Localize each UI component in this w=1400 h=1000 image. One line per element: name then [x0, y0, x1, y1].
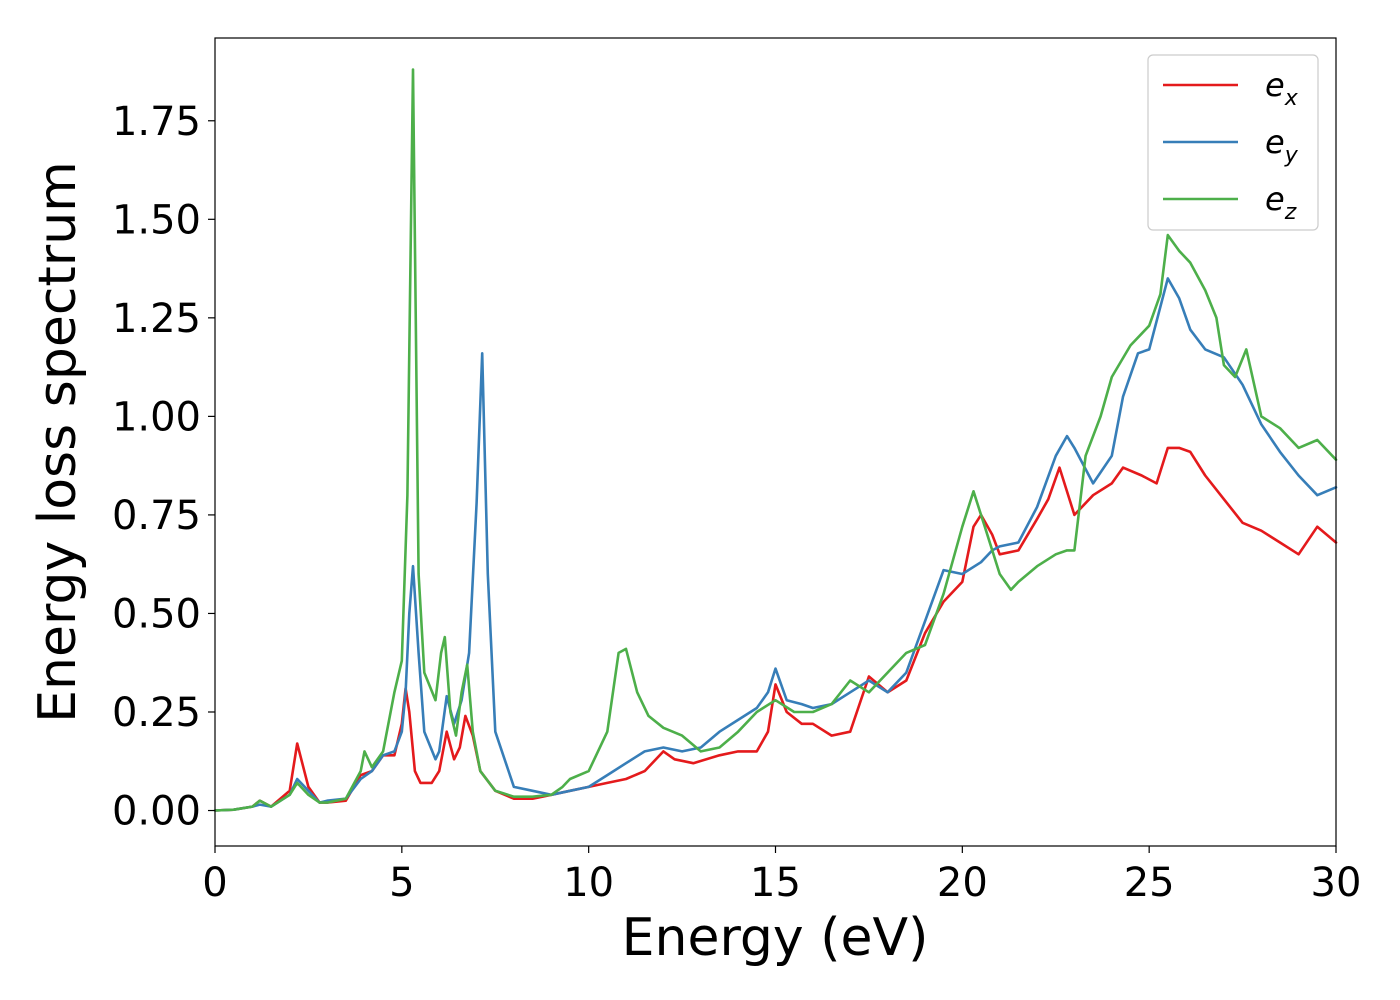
x-tick-label: 10 — [563, 860, 614, 906]
x-tick-label: 25 — [1124, 860, 1175, 906]
legend-label-e-y: ey — [1265, 123, 1299, 168]
legend-label-e-x: ex — [1265, 66, 1299, 111]
x-tick-label: 0 — [202, 860, 227, 906]
series-line-e-z — [213, 68, 1338, 812]
series-line-e-y — [213, 277, 1338, 812]
x-axis-label: Energy (eV) — [622, 908, 929, 968]
y-tick-label: 1.50 — [112, 197, 201, 243]
y-tick-label: 1.00 — [112, 394, 201, 440]
x-tick-label: 5 — [389, 860, 414, 906]
y-axis-label: Energy loss spectrum — [28, 161, 88, 723]
y-tick-label: 0.25 — [112, 690, 201, 736]
legend: ex ey ez — [1147, 54, 1319, 231]
legend-label-e-z: ez — [1265, 180, 1297, 225]
x-axis: 0 5 10 15 20 25 30 — [202, 846, 1361, 906]
y-tick-label: 1.25 — [112, 296, 201, 342]
x-tick-label: 20 — [937, 860, 988, 906]
y-tick-label: 1.75 — [112, 99, 201, 145]
y-tick-label: 0.75 — [112, 493, 201, 539]
y-tick-label: 0.00 — [112, 789, 201, 835]
y-tick-label: 0.50 — [112, 591, 201, 637]
series-layer — [213, 68, 1338, 812]
y-axis: 0.00 0.25 0.50 0.75 1.00 1.25 1.50 1.75 — [112, 99, 215, 835]
x-tick-label: 15 — [750, 860, 801, 906]
x-tick-label: 30 — [1311, 860, 1362, 906]
